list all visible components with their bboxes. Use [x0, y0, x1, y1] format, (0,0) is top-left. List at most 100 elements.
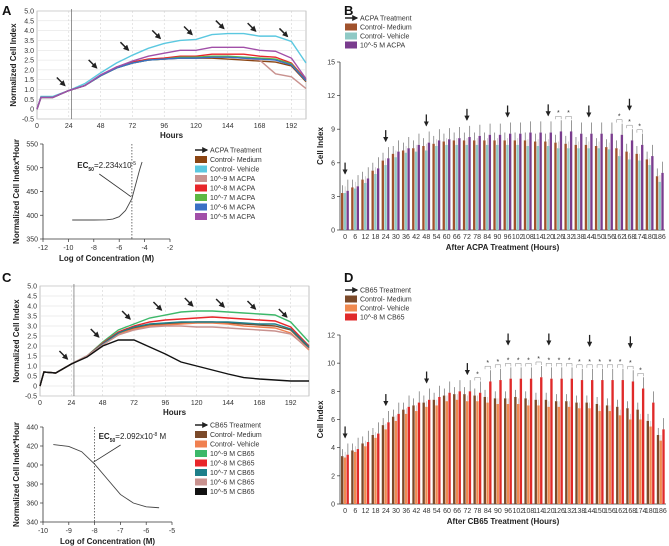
bar — [468, 391, 472, 504]
significance-star: * — [486, 360, 489, 367]
plot-area — [39, 285, 310, 397]
x-tick-label: 162 — [613, 234, 625, 241]
bar — [658, 181, 661, 230]
bar — [524, 398, 527, 504]
bar — [381, 160, 384, 230]
legend-swatch — [345, 41, 357, 49]
bar — [509, 133, 512, 230]
significance-bracket — [565, 115, 572, 120]
x-tick-label: 6 — [353, 234, 357, 241]
x-tick-label: 96 — [161, 400, 169, 407]
x-tick-label: 192 — [285, 400, 297, 407]
bar — [402, 409, 405, 504]
bar — [364, 182, 367, 230]
bar — [527, 405, 530, 504]
bar — [465, 144, 468, 230]
y-axis-title: Normalized Cell Index*Hour — [12, 139, 21, 244]
legend-swatch — [195, 478, 207, 486]
bar — [523, 140, 527, 230]
legend-label: 10^-5 M ACPA — [210, 214, 256, 221]
x-tick-label: 42 — [412, 234, 420, 241]
y-tick-label: -0.5 — [22, 117, 34, 124]
bar — [504, 398, 507, 504]
bar — [442, 141, 445, 230]
bar — [601, 380, 604, 504]
bar — [641, 388, 645, 504]
bar — [591, 380, 594, 504]
x-tick-label: 72 — [130, 400, 138, 407]
bar — [646, 420, 649, 504]
y-tick-label: 0 — [33, 384, 37, 391]
bar — [611, 380, 614, 504]
y-tick-label: 4.0 — [27, 304, 37, 311]
y-axis-title: Cell Index — [316, 127, 325, 165]
legend-swatch — [195, 184, 207, 192]
legend-label: 10^-6 M CB65 — [210, 480, 255, 487]
ec50-value: =2.234x10 — [94, 161, 132, 170]
y-tick-label: 0.5 — [27, 374, 37, 381]
treatment-arrow — [183, 25, 193, 36]
legend-label: CB65 Treatment — [360, 288, 411, 295]
bar — [448, 392, 451, 504]
x-tick-label: 108 — [522, 234, 534, 241]
significance-bracket — [566, 363, 573, 367]
x-tick-label: 144 — [584, 508, 596, 515]
bar — [384, 429, 387, 504]
bar — [361, 443, 364, 504]
bar — [590, 133, 593, 230]
x-tick-label: 180 — [644, 234, 656, 241]
x-tick-label: 186 — [655, 508, 667, 515]
significance-bracket — [515, 363, 522, 367]
bar — [615, 148, 618, 230]
x-tick-label: 138 — [574, 508, 586, 515]
y-tick-label: 0.5 — [24, 97, 34, 104]
bar — [478, 135, 481, 230]
x-tick-label: 168 — [625, 508, 637, 515]
x-tick-label: 132 — [563, 234, 575, 241]
bar — [575, 402, 578, 504]
bar — [364, 446, 367, 504]
bar — [341, 193, 344, 230]
significance-star: * — [568, 357, 571, 364]
bar — [473, 140, 476, 230]
legend-label: ACPA Treatment — [360, 16, 412, 23]
significance-star: * — [517, 357, 520, 364]
bar — [594, 146, 598, 230]
legend-swatch — [195, 459, 207, 467]
significance-bracket — [505, 363, 512, 367]
significance-star: * — [507, 357, 510, 364]
bar — [371, 434, 374, 504]
bar — [493, 398, 497, 504]
bar — [631, 381, 635, 504]
bar — [478, 392, 482, 504]
ec50-value: =2.092x10 — [115, 432, 153, 441]
bar — [651, 156, 654, 230]
bar — [427, 142, 431, 230]
bar — [656, 434, 660, 504]
y-tick-label: 450 — [26, 189, 38, 196]
ec50-sub: 50 — [110, 438, 116, 444]
legend-label: Control- Medium — [360, 297, 412, 304]
x-tick-label: 6 — [353, 508, 357, 515]
significance-star: * — [567, 110, 570, 117]
legend-swatch — [345, 295, 357, 303]
bar — [564, 143, 567, 230]
y-tick-label: 4.0 — [24, 28, 34, 35]
bar — [628, 159, 631, 230]
y-tick-label: 5.0 — [24, 9, 34, 16]
legend-label: 10^-5 M CB65 — [210, 489, 255, 496]
legend-swatch — [195, 469, 207, 476]
x-tick-label: -8 — [91, 245, 97, 252]
bar — [608, 411, 611, 504]
bar — [453, 394, 456, 504]
bar — [513, 140, 517, 230]
legend-label: 10^-7 M ACPA — [210, 195, 256, 202]
treatment-arrow — [152, 301, 163, 311]
treatment-arrow — [119, 41, 130, 52]
significance-star: * — [619, 359, 622, 366]
bar — [529, 378, 533, 504]
bar — [567, 406, 571, 504]
bar — [407, 148, 410, 230]
A-dose-plot: 350 400 450 500 550 -12 -10 -8 -6 -4 -2 EC50=2.234x… — [12, 139, 173, 263]
